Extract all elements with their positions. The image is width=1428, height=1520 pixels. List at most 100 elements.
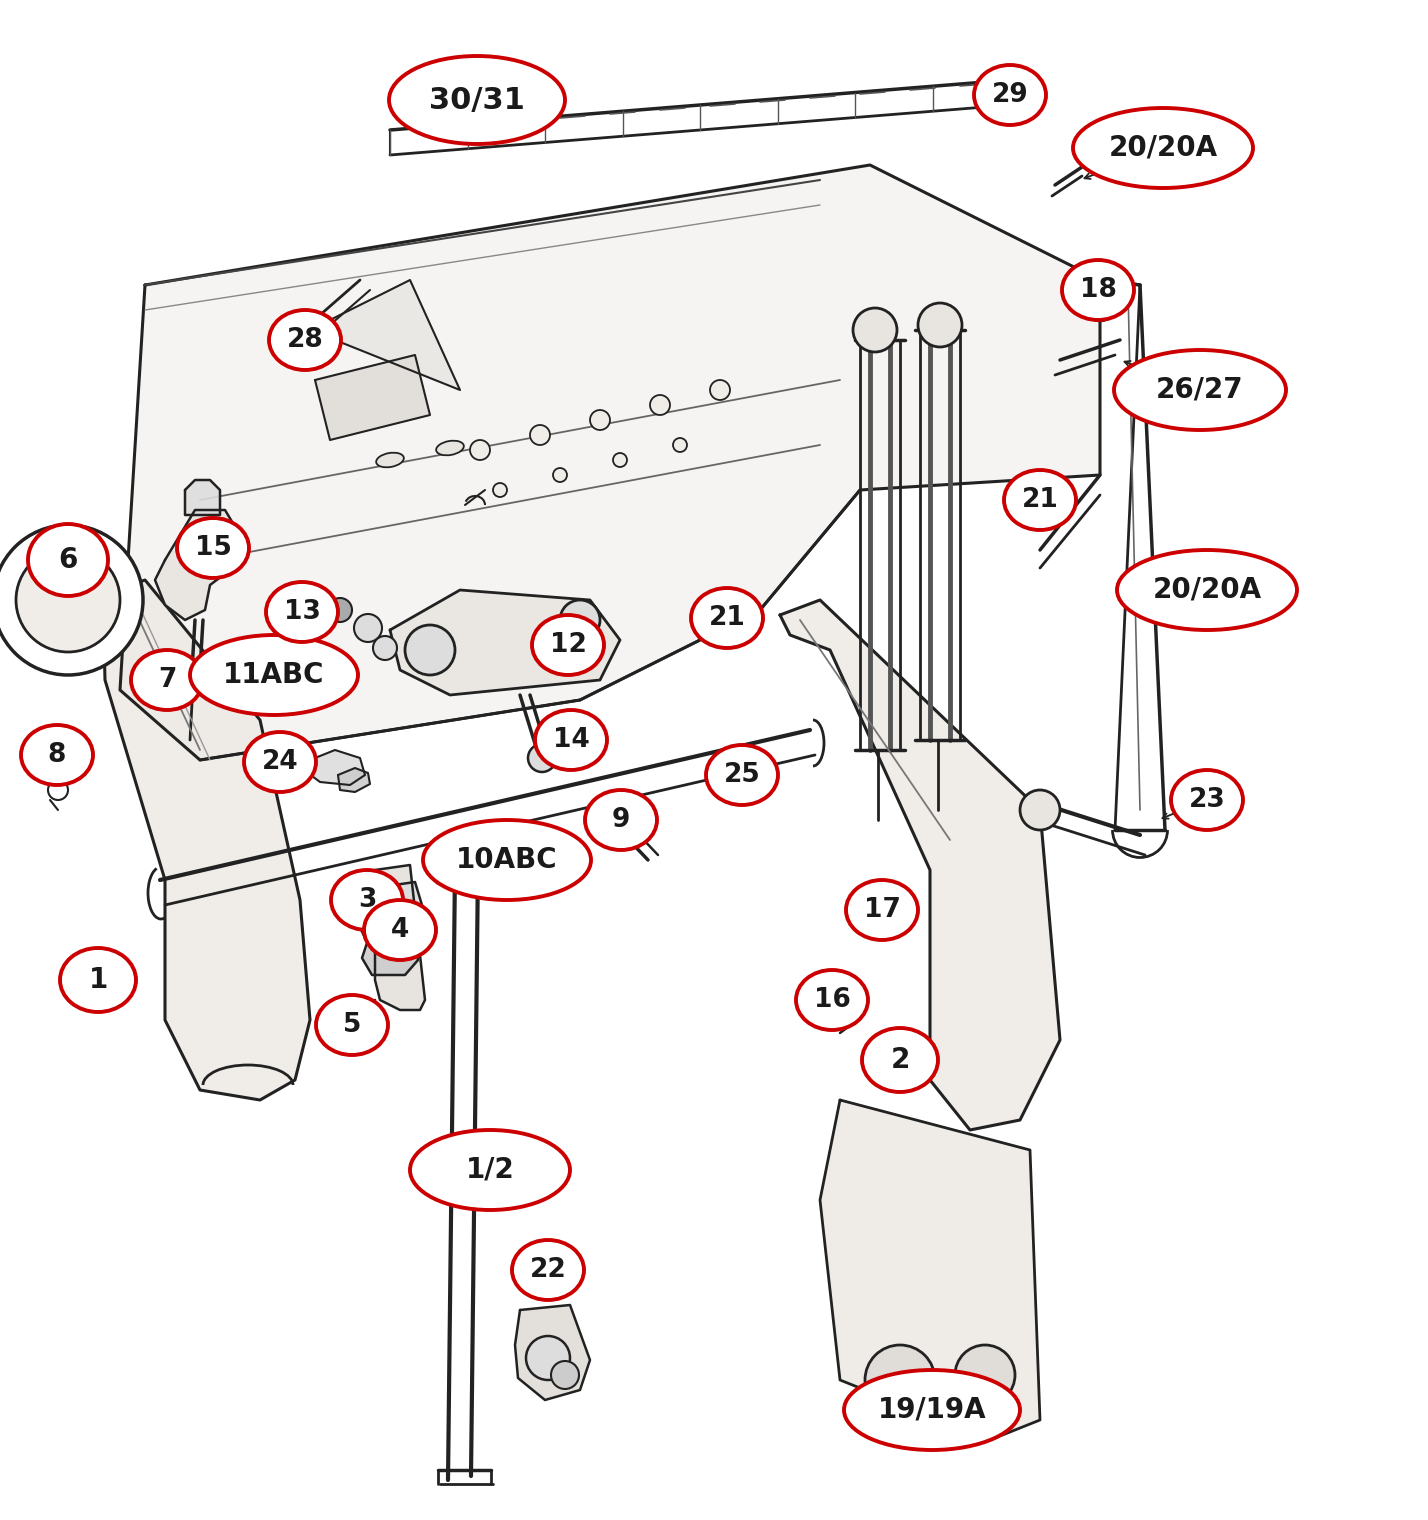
Text: 3: 3 (358, 888, 376, 914)
Circle shape (840, 999, 864, 1021)
Text: 7: 7 (159, 667, 176, 693)
Ellipse shape (1114, 350, 1287, 430)
Ellipse shape (1117, 550, 1297, 629)
Text: 8: 8 (47, 742, 66, 768)
Polygon shape (516, 1306, 590, 1400)
Circle shape (590, 410, 610, 430)
Ellipse shape (364, 900, 436, 961)
Text: 29: 29 (991, 82, 1028, 108)
Circle shape (1020, 790, 1060, 830)
Polygon shape (316, 356, 430, 439)
Ellipse shape (29, 524, 109, 596)
Ellipse shape (536, 710, 607, 771)
Polygon shape (156, 511, 240, 620)
Circle shape (650, 395, 670, 415)
Ellipse shape (974, 65, 1045, 125)
Circle shape (470, 439, 490, 461)
Polygon shape (363, 930, 418, 974)
Circle shape (865, 1345, 935, 1415)
Polygon shape (308, 749, 366, 784)
Text: 13: 13 (284, 599, 320, 625)
Circle shape (0, 524, 143, 675)
Text: 12: 12 (550, 632, 587, 658)
Polygon shape (338, 768, 370, 792)
Circle shape (526, 1336, 570, 1380)
Circle shape (530, 426, 550, 445)
Circle shape (955, 1345, 1015, 1404)
Text: 30/31: 30/31 (428, 85, 526, 114)
Polygon shape (186, 670, 210, 686)
Circle shape (49, 780, 69, 800)
Circle shape (720, 752, 764, 796)
Ellipse shape (845, 880, 918, 939)
Ellipse shape (268, 310, 341, 369)
Circle shape (560, 600, 600, 640)
Ellipse shape (60, 948, 136, 1012)
Ellipse shape (1072, 108, 1252, 188)
Ellipse shape (331, 869, 403, 930)
Ellipse shape (436, 441, 464, 456)
Text: 28: 28 (287, 327, 323, 353)
Text: 20/20A: 20/20A (1152, 576, 1261, 603)
Text: 9: 9 (611, 807, 630, 833)
Text: 24: 24 (261, 749, 298, 775)
Ellipse shape (705, 745, 778, 806)
Ellipse shape (316, 996, 388, 1055)
Polygon shape (376, 865, 426, 1009)
Circle shape (553, 468, 567, 482)
Circle shape (493, 483, 507, 497)
Polygon shape (310, 280, 460, 391)
Polygon shape (820, 1100, 1040, 1439)
Text: 5: 5 (343, 1012, 361, 1038)
Ellipse shape (21, 725, 93, 784)
Polygon shape (351, 882, 426, 938)
Ellipse shape (1062, 260, 1134, 321)
Text: 6: 6 (59, 546, 77, 575)
Text: 11ABC: 11ABC (223, 661, 324, 689)
Text: 20/20A: 20/20A (1108, 134, 1218, 163)
Ellipse shape (266, 582, 338, 641)
Circle shape (918, 302, 962, 347)
Ellipse shape (376, 453, 404, 467)
Circle shape (1084, 289, 1117, 321)
Circle shape (16, 549, 120, 652)
Text: 15: 15 (194, 535, 231, 561)
Text: 26/27: 26/27 (1157, 375, 1244, 404)
Polygon shape (780, 600, 1060, 1129)
Circle shape (853, 309, 897, 353)
Text: 10ABC: 10ABC (456, 847, 558, 874)
Ellipse shape (410, 1129, 570, 1210)
Text: 4: 4 (391, 917, 410, 942)
Ellipse shape (533, 616, 604, 675)
Text: 17: 17 (864, 897, 901, 923)
Circle shape (551, 1360, 578, 1389)
Text: 21: 21 (1021, 486, 1058, 514)
Ellipse shape (863, 1028, 938, 1091)
Circle shape (528, 743, 555, 772)
Circle shape (720, 603, 737, 622)
Ellipse shape (177, 518, 248, 578)
Ellipse shape (1004, 470, 1077, 530)
Ellipse shape (244, 733, 316, 792)
Circle shape (605, 818, 625, 838)
Polygon shape (103, 581, 310, 1100)
Text: 22: 22 (530, 1257, 567, 1283)
Text: 14: 14 (553, 727, 590, 752)
Ellipse shape (844, 1370, 1020, 1450)
Text: 23: 23 (1188, 787, 1225, 813)
Ellipse shape (513, 1240, 584, 1300)
Ellipse shape (585, 790, 657, 850)
Text: 2: 2 (890, 1046, 910, 1075)
Text: 1: 1 (89, 967, 107, 994)
Ellipse shape (1171, 771, 1242, 830)
Polygon shape (120, 166, 1100, 760)
Circle shape (673, 438, 687, 451)
Ellipse shape (190, 635, 358, 714)
Polygon shape (186, 480, 220, 515)
Circle shape (373, 635, 397, 660)
Text: 25: 25 (724, 762, 760, 787)
Ellipse shape (131, 651, 203, 710)
Ellipse shape (423, 819, 591, 900)
Circle shape (613, 453, 627, 467)
Circle shape (710, 380, 730, 400)
